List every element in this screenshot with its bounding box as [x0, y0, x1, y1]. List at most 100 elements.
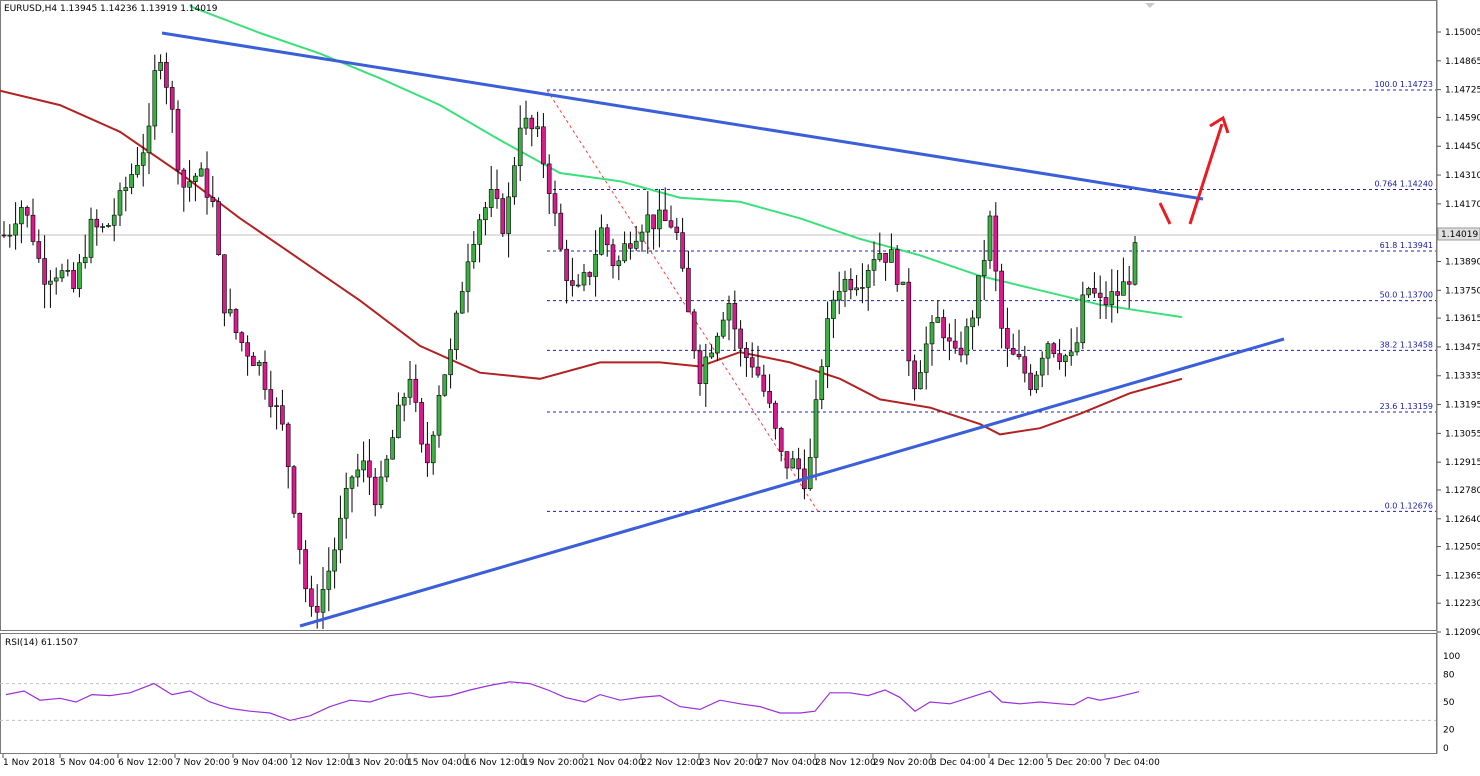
candle-body	[970, 317, 975, 328]
bull-candle	[715, 332, 720, 362]
candle-body	[807, 457, 813, 490]
bear-candle	[604, 223, 610, 257]
bull-candle	[471, 231, 477, 269]
candle-body	[343, 488, 349, 519]
bull-candle	[935, 300, 941, 323]
trendlines[interactable]	[161, 31, 1285, 628]
candle-body	[378, 476, 384, 506]
bear-candle	[1115, 269, 1120, 314]
candle-body	[657, 209, 662, 230]
current-price-tag	[1437, 227, 1480, 241]
candle-body	[599, 227, 604, 255]
candle-body	[1028, 372, 1033, 390]
symbol-info-label: EURUSD,H4 1.13945 1.14236 1.13919 1.1401…	[4, 4, 218, 14]
bear-candle	[958, 331, 964, 363]
candle-body	[459, 291, 465, 314]
bear-candle	[262, 350, 268, 400]
bull-candle	[477, 214, 482, 263]
candle-body	[181, 169, 187, 188]
time-tick-label: 9 Nov 04:00	[233, 758, 288, 768]
candle-body	[535, 126, 540, 130]
fib-level-label: 38.2 1.13458	[1380, 340, 1433, 349]
candle-body	[193, 175, 198, 182]
candle-body	[48, 280, 53, 285]
candle-body	[1022, 356, 1028, 374]
bull-candle	[256, 360, 262, 376]
candle-body	[726, 302, 732, 321]
candle-body	[720, 319, 726, 337]
bull-candle	[871, 241, 877, 286]
candle-body	[604, 227, 610, 246]
bear-candle	[784, 451, 790, 480]
bull-candle	[929, 314, 935, 366]
price-tick-label: 1.12915	[1445, 458, 1480, 468]
bull-candle	[152, 54, 158, 140]
price-tick-label: 1.13195	[1445, 401, 1480, 411]
time-tick-label: 16 Nov 12:00	[465, 758, 526, 768]
candle-body	[465, 261, 471, 292]
candle-body	[825, 318, 830, 368]
bull-candle	[454, 310, 459, 360]
candle-body	[790, 458, 796, 469]
candle-body	[164, 61, 169, 88]
candle-body	[860, 287, 865, 289]
candle-body	[361, 460, 366, 471]
bull-candle	[111, 198, 117, 242]
bull-candle	[384, 454, 390, 482]
bear-candle	[848, 268, 854, 300]
breakout-arrow	[1188, 123, 1224, 225]
candle-body	[222, 254, 227, 314]
bear-candle	[674, 217, 680, 241]
candle-body	[42, 258, 47, 285]
candle-body	[129, 174, 134, 188]
bear-candle	[564, 239, 569, 304]
candle-body	[709, 352, 714, 358]
candle-body	[767, 390, 772, 404]
candle-body	[175, 108, 181, 171]
rsi-tick-label: 100	[1443, 652, 1460, 662]
bull-candle	[65, 259, 71, 277]
bear-candle	[24, 205, 30, 228]
candle-body	[593, 254, 598, 277]
candle-body	[575, 284, 581, 287]
bear-candle	[291, 465, 297, 518]
candle-body	[77, 262, 82, 289]
candle-body	[523, 117, 529, 129]
candle-body	[256, 361, 262, 366]
ascending-trendline	[299, 337, 1285, 628]
bull-candle	[488, 165, 494, 218]
candle-body	[813, 399, 819, 458]
bull-candle	[1063, 353, 1068, 377]
bull-candle	[13, 202, 18, 250]
candle-body	[831, 299, 836, 319]
bull-candle	[100, 223, 105, 233]
candle-body	[135, 165, 140, 175]
bull-candle	[1132, 236, 1138, 286]
candle-body	[53, 277, 59, 282]
price-tick-label: 1.14725	[1445, 86, 1480, 96]
candle-body	[697, 350, 703, 384]
candle-body	[251, 355, 256, 366]
candle-body	[935, 317, 941, 323]
bull-candle	[964, 318, 970, 365]
candle-body	[738, 328, 743, 349]
candle-body	[622, 243, 627, 262]
moving-average-short-line	[189, 5, 1183, 319]
bear-candle	[204, 151, 210, 215]
shift-marker-icon[interactable]	[1145, 3, 1155, 8]
bull-candle	[790, 450, 796, 469]
candle-body	[610, 244, 616, 266]
candle-body	[152, 70, 158, 127]
bull-candle	[657, 189, 662, 248]
time-tick-label: 7 Dec 04:00	[1105, 758, 1160, 768]
candle-body	[297, 513, 303, 550]
bear-candle	[210, 175, 216, 208]
bull-candle	[7, 224, 13, 248]
candle-body	[552, 193, 558, 214]
bear-candle	[767, 374, 772, 409]
bull-candle	[1086, 286, 1091, 298]
bear-candle	[251, 352, 256, 366]
bull-candle	[390, 429, 395, 460]
